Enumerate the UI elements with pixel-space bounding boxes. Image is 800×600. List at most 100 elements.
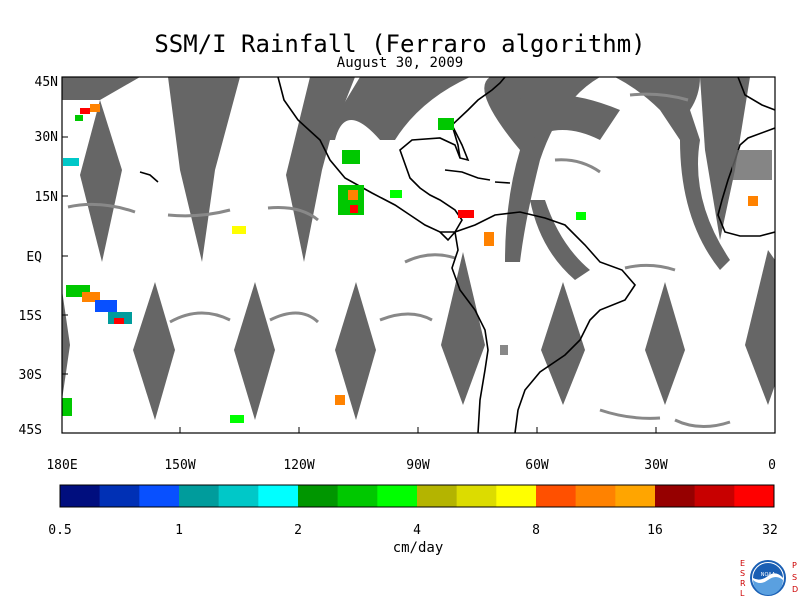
logo-noaa-text: NOAA: [761, 572, 776, 578]
lon-axis: 180E 150W 120W 90W 60W 30W 0: [46, 427, 776, 473]
swath-gap: [80, 100, 122, 262]
rain-patch: [75, 115, 83, 121]
colorbar-swatch: [734, 485, 775, 507]
lon-label: 0: [768, 458, 776, 473]
central-america-isthmus: [439, 231, 456, 242]
colorbar-swatch: [456, 485, 497, 507]
logo-esrl-letter: E: [740, 559, 745, 568]
rain-patch: [232, 226, 246, 234]
rain-patch: [230, 415, 244, 423]
rain-patch: [82, 292, 100, 302]
swath-gaps: [62, 77, 775, 420]
colorbar: [59, 484, 775, 508]
colorbar-swatch: [60, 485, 100, 507]
hawaii: [139, 171, 159, 183]
colorbar-frame: [59, 484, 775, 508]
colorbar-tick-label: 8: [532, 523, 540, 538]
rain-patch: [500, 345, 508, 355]
swath-gap: [234, 282, 275, 420]
colorbar-swatch: [298, 485, 338, 507]
swath-gap: [168, 77, 240, 262]
colorbar-swatch: [417, 485, 457, 507]
lon-label: 60W: [525, 458, 549, 473]
lon-label: 90W: [406, 458, 430, 473]
colorbar-swatch: [694, 485, 735, 507]
colorbar-swatch: [655, 485, 695, 507]
rain-patch: [458, 210, 474, 218]
hispaniola: [494, 181, 511, 184]
south-america-west-coast: [451, 231, 489, 433]
rain-patch: [90, 104, 100, 112]
map-title: SSM/I Rainfall (Ferraro algorithm): [154, 30, 646, 58]
colorbar-tick-label: 16: [647, 523, 663, 538]
florida: [451, 124, 461, 159]
lat-label: 30S: [19, 368, 42, 383]
logo-esrl-letter: S: [740, 569, 745, 578]
colorbar-swatch: [536, 485, 576, 507]
lat-label: 15S: [19, 309, 42, 324]
rain-patch: [438, 118, 454, 130]
rain-patch: [342, 150, 360, 164]
colorbar-tick-label: 0.5: [48, 523, 71, 538]
swath-gap: [62, 290, 70, 400]
colorbar-tick-labels: 0.5 1 2 4 8 16 32: [48, 523, 778, 538]
colorbar-tick-label: 1: [175, 523, 183, 538]
logo-psd-letter: P: [792, 561, 797, 570]
swath-gap: [62, 77, 140, 100]
colorbar-unit-label: cm/day: [392, 540, 444, 556]
rain-patch: [62, 398, 72, 416]
cuba: [444, 169, 491, 181]
lat-label: 45N: [35, 75, 58, 90]
lat-label: 30N: [35, 130, 58, 145]
swath-gap: [322, 77, 470, 140]
colorbar-swatch: [496, 485, 537, 507]
lat-axis: 45N 30N 15N EQ 15S 30S 45S: [19, 75, 68, 438]
south-america-coast: [454, 211, 637, 433]
rain-patch: [95, 300, 117, 312]
rain-patch: [350, 205, 358, 213]
colorbar-swatch: [575, 485, 616, 507]
swath-gap: [530, 200, 590, 280]
lat-label: EQ: [26, 250, 42, 265]
lon-label: 150W: [164, 458, 195, 473]
colorbar-swatch: [139, 485, 180, 507]
logo-esrl-letter: R: [740, 579, 746, 588]
swath-gap: [484, 77, 600, 262]
rain-patch: [335, 395, 345, 405]
swath-gap: [515, 94, 620, 140]
lat-label: 45S: [19, 423, 42, 438]
rain-patch: [390, 190, 402, 198]
swath-gap: [441, 252, 485, 405]
logo-psd-letter: D: [792, 585, 798, 594]
swath-gap: [286, 77, 355, 262]
colorbar-swatch: [258, 485, 299, 507]
swath-gap: [645, 282, 685, 405]
colorbar-tick-label: 2: [294, 523, 302, 538]
land-data-gap: [732, 150, 772, 180]
rain-patch: [748, 196, 758, 206]
rain-patch: [348, 190, 358, 200]
lat-label: 15N: [35, 190, 58, 205]
map-date-subtitle: August 30, 2009: [336, 55, 464, 71]
colorbar-tick-label: 32: [762, 523, 778, 538]
lon-label: 30W: [644, 458, 668, 473]
logo-esrl-letter: L: [740, 589, 745, 598]
swath-gap: [335, 282, 376, 420]
rain-patch: [114, 318, 124, 324]
rain-patch: [63, 158, 79, 166]
logo-psd-letter: S: [792, 573, 797, 582]
colorbar-swatch: [615, 485, 656, 507]
colorbar-swatch: [179, 485, 219, 507]
swath-gap: [700, 77, 750, 240]
swath-edge-arcs: [67, 92, 731, 428]
lon-label: 120W: [283, 458, 314, 473]
swath-gap: [133, 282, 175, 420]
colorbar-tick-label: 4: [413, 523, 421, 538]
colorbar-swatch: [99, 485, 140, 507]
coastlines: [139, 77, 775, 433]
swath-gap: [615, 77, 730, 270]
iberia-africa-coast: [717, 127, 775, 237]
colorbar-swatch: [218, 485, 259, 507]
colorbar-swatch: [377, 485, 418, 507]
